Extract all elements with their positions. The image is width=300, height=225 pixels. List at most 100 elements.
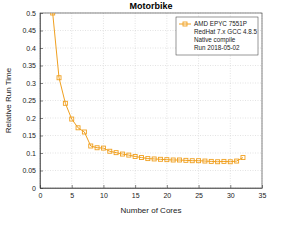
legend-label: Run 2018-05-02 (194, 44, 240, 51)
y-tick-mark (40, 66, 43, 67)
marker (95, 146, 99, 150)
marker (139, 156, 143, 160)
x-tick-label: 35 (259, 192, 267, 199)
x-tick-label: 5 (70, 192, 74, 199)
grid-line (40, 83, 262, 84)
x-axis-line (41, 188, 263, 189)
y-tick: 0.05 (22, 167, 43, 174)
x-tick-mark (135, 185, 136, 188)
y-tick-label: 0.35 (22, 62, 36, 69)
marker (114, 151, 118, 155)
y-tick: 0 (32, 185, 43, 192)
marker (82, 130, 86, 134)
legend: AMD EPYC 7551PRedHat 7.x GCC 4.8.5Native… (176, 17, 258, 55)
marker (203, 159, 207, 163)
marker (235, 159, 239, 163)
y-tick-label: 0.45 (22, 27, 36, 34)
marker (76, 126, 80, 130)
chart: Motorbike 0 5 10 15 20 25 30 35 0 0.05 0.1 0.15 0.2 0.… (0, 0, 300, 225)
y-tick-label: 0.3 (26, 80, 36, 87)
grid (40, 13, 262, 188)
marker (228, 160, 232, 164)
marker (190, 159, 194, 163)
x-tick-label: 30 (227, 192, 235, 199)
plot-frame (40, 13, 262, 188)
x-tick-mark (199, 185, 200, 188)
y-tick-mark (40, 153, 43, 154)
x-tick: 20 (163, 185, 171, 199)
marker (70, 117, 74, 121)
y-tick-mark (40, 48, 43, 49)
marker (184, 158, 188, 162)
y-axis-title: Relative Run Time (4, 67, 13, 133)
legend-line (179, 24, 191, 25)
x-tick-mark (230, 185, 231, 188)
y-tick: 0.15 (22, 132, 43, 139)
x-tick: 15 (132, 185, 140, 199)
y-tick-mark (40, 83, 43, 84)
marker (101, 146, 105, 150)
plot-area (51, 13, 245, 164)
title: Motorbike (129, 1, 172, 11)
x-tick: 35 (259, 185, 267, 199)
x-tick-label: 20 (163, 192, 171, 199)
marker (178, 158, 182, 162)
y-tick: 0.1 (26, 150, 43, 157)
grid-line (40, 135, 262, 136)
y-tick-mark (40, 101, 43, 102)
marker (209, 159, 213, 163)
marker (127, 153, 131, 157)
x-tick: 10 (100, 185, 108, 199)
y-tick-label: 0.15 (22, 132, 36, 139)
x-tick-label: 0 (39, 192, 43, 199)
y-tick-label: 0.1 (26, 150, 36, 157)
y-tick: 0.45 (22, 27, 43, 34)
y-tick-label: 0.5 (26, 10, 36, 17)
x-axis: 0 5 10 15 20 25 30 35 (39, 185, 267, 199)
marker (222, 159, 226, 163)
x-tick-mark (167, 185, 168, 188)
y-tick: 0.35 (22, 62, 43, 69)
x-tick-label: 15 (132, 192, 140, 199)
x-tick-mark (262, 185, 263, 188)
legend-label: RedHat 7.x GCC 4.8.5 (194, 28, 257, 35)
y-tick-label: 0.2 (26, 115, 36, 122)
marker (146, 157, 150, 161)
marker (216, 160, 220, 164)
legend-marker (183, 22, 187, 26)
x-axis-title: Number of Cores (121, 206, 182, 215)
marker (133, 155, 137, 159)
grid-line (71, 13, 72, 188)
y-tick-label: 0 (32, 185, 36, 192)
y-tick-mark (40, 13, 43, 14)
x-tick-mark (103, 185, 104, 188)
y-tick-mark (40, 136, 43, 137)
x-tick-label: 10 (100, 192, 108, 199)
y-tick: 0.2 (26, 115, 43, 122)
marker (108, 149, 112, 153)
series-line (53, 13, 243, 162)
y-tick-mark (40, 188, 43, 189)
marker (63, 101, 67, 105)
y-tick-label: 0.05 (22, 167, 36, 174)
y-tick-mark (40, 118, 43, 119)
legend-label: Native compile (194, 36, 236, 44)
marker (120, 152, 124, 156)
marker (159, 157, 163, 161)
y-tick-mark (40, 171, 43, 172)
grid-line (40, 65, 262, 66)
x-tick-mark (72, 185, 73, 188)
legend-label: AMD EPYC 7551P (194, 20, 247, 27)
marker (57, 76, 61, 80)
y-tick: 0.5 (26, 10, 43, 17)
marker (89, 144, 93, 148)
x-tick-label: 25 (195, 192, 203, 199)
y-tick: 0.3 (26, 80, 43, 87)
grid-line (40, 170, 262, 171)
x-tick: 5 (70, 185, 74, 199)
y-tick: 0.4 (26, 45, 43, 52)
y-axis: 0 0.05 0.1 0.15 0.2 0.25 0.3 0.35 0.4 0.45 0.5 (22, 10, 43, 192)
marker (171, 158, 175, 162)
y-tick: 0.25 (22, 97, 43, 104)
x-tick: 30 (227, 185, 235, 199)
